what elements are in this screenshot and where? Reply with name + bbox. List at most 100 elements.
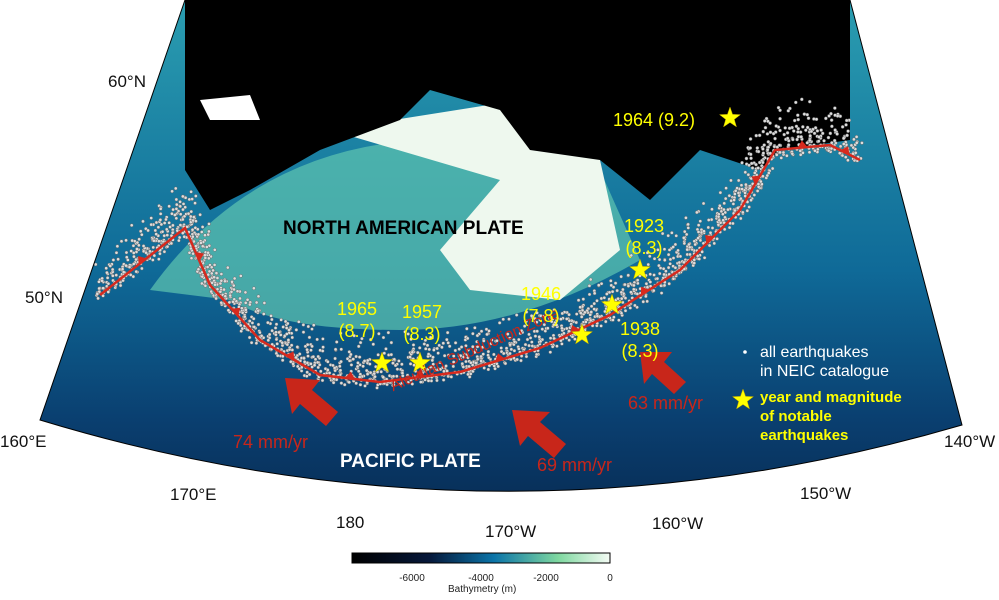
earthquake-dot: [723, 196, 728, 201]
earthquake-dot: [459, 345, 464, 349]
earthquake-dot: [250, 321, 255, 325]
earthquake-dot: [648, 272, 653, 277]
earthquake-dot: [495, 339, 499, 343]
earthquake-dot: [178, 212, 183, 216]
earthquake-dot: [748, 137, 753, 141]
earthquake-dot: [115, 244, 120, 249]
earthquake-dot: [527, 343, 531, 348]
earthquake-dot: [735, 206, 740, 210]
earthquake-dot: [796, 117, 801, 122]
colorbar-tick: -6000: [399, 573, 425, 584]
earthquake-dot: [290, 335, 295, 340]
earthquake-dot: [687, 242, 691, 247]
earthquake-dot: [158, 251, 162, 256]
earthquake-dot: [673, 265, 678, 270]
earthquake-dot: [813, 126, 818, 130]
earthquake-dot: [148, 249, 152, 254]
earthquake-dot: [363, 384, 367, 388]
earthquake-dot: [191, 234, 195, 239]
earthquake-dot: [685, 247, 689, 252]
earthquake-dot: [504, 346, 509, 351]
earthquake-dot: [164, 227, 169, 232]
earthquake-dot: [191, 215, 196, 219]
earthquake-dot: [320, 378, 325, 383]
earthquake-dot: [252, 325, 257, 329]
earthquake-dot: [158, 212, 163, 216]
earthquake-dot: [356, 344, 361, 349]
earthquake-dot: [716, 214, 721, 219]
earthquake-dot: [748, 152, 753, 157]
earthquake-dot: [722, 227, 727, 232]
earthquake-dot: [837, 151, 842, 155]
earthquake-dot: [177, 238, 181, 243]
earthquake-dot: [173, 213, 177, 217]
earthquake-dot: [190, 227, 195, 232]
earthquake-dot: [419, 380, 423, 384]
earthquake-dot: [820, 131, 825, 136]
earthquake-dot: [180, 231, 185, 235]
earthquake-dot: [189, 209, 194, 214]
earthquake-dot: [207, 222, 211, 226]
earthquake-dot: [692, 261, 697, 265]
earthquake-dot: [588, 318, 593, 323]
earthquake-dot: [584, 320, 588, 324]
earthquake-dot: [266, 320, 270, 325]
earthquake-dot: [200, 225, 205, 229]
earthquake-dot: [373, 374, 377, 379]
earthquake-dot: [795, 137, 799, 142]
earthquake-dot: [525, 337, 530, 342]
earthquake-dot: [465, 326, 469, 331]
earthquake-dot: [805, 125, 810, 130]
earthquake-dot: [472, 350, 477, 355]
earthquake-dot: [321, 345, 325, 349]
pacific-plate-label: PACIFIC PLATE: [340, 451, 481, 472]
earthquake-dot: [809, 129, 814, 134]
earthquake-dot: [481, 352, 486, 356]
earthquake-dot: [790, 151, 795, 156]
lat-label-50: 50°N: [25, 288, 63, 307]
earthquake-dot: [235, 289, 240, 294]
earthquake-dot: [131, 262, 136, 266]
earthquake-dot: [432, 348, 436, 352]
earthquake-dot: [468, 372, 473, 376]
quake-1957-label: 1957 (8.3): [402, 302, 443, 344]
earthquake-dot: [297, 320, 301, 324]
earthquake-dot: [817, 135, 821, 139]
earthquake-dot: [435, 378, 439, 383]
earthquake-dot: [560, 311, 565, 316]
earthquake-dot: [682, 229, 687, 234]
earthquake-dot: [592, 291, 597, 296]
earthquake-dot: [410, 350, 415, 355]
earthquake-dot: [275, 353, 280, 358]
earthquake-dot: [816, 139, 821, 143]
earthquake-dot: [368, 337, 373, 342]
earthquake-dot: [128, 273, 133, 277]
earthquake-dot: [695, 254, 700, 258]
earthquake-dot: [551, 333, 556, 338]
earthquake-dot: [567, 312, 571, 317]
earthquake-dot: [761, 174, 765, 179]
earthquake-dot: [629, 290, 633, 295]
earthquake-dot: [833, 106, 837, 110]
earthquake-dot: [331, 380, 336, 385]
earthquake-dot: [710, 207, 714, 212]
earthquake-dot: [735, 186, 739, 190]
earthquake-dot: [347, 358, 352, 363]
legend-star-icon: [731, 388, 755, 410]
earthquake-dot: [792, 118, 797, 123]
earthquake-dot: [249, 340, 254, 345]
earthquake-dot: [352, 333, 356, 338]
earthquake-dot: [171, 223, 175, 228]
earthquake-dot: [778, 116, 782, 121]
earthquake-dot: [231, 283, 236, 288]
arrow-74: [285, 378, 338, 426]
earthquake-dot: [415, 350, 420, 355]
earthquake-dot: [619, 274, 623, 279]
earthquake-dot: [677, 260, 682, 265]
earthquake-dot: [174, 216, 179, 221]
earthquake-dot: [804, 128, 808, 132]
earthquake-dot: [283, 319, 288, 324]
earthquake-dot: [588, 277, 593, 282]
earthquake-dot: [440, 345, 444, 350]
earthquake-dot: [400, 362, 404, 367]
